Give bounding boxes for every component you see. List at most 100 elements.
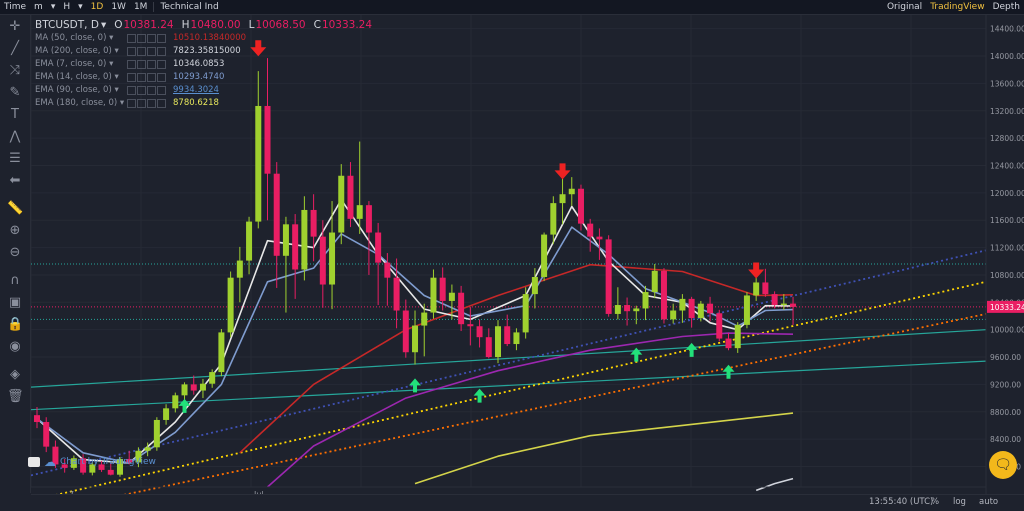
view-tradingview[interactable]: TradingView: [930, 2, 985, 12]
trash-icon[interactable]: 🗑: [7, 389, 24, 404]
more-icon[interactable]: [157, 99, 166, 108]
brush-icon[interactable]: ✎: [9, 85, 21, 100]
indicator-name: EMA (7, close, 0) ▾: [35, 59, 114, 69]
remove-icon[interactable]: [147, 86, 156, 95]
candle-body: [679, 298, 686, 311]
time-interval-label[interactable]: Time: [4, 2, 27, 12]
candle: [707, 296, 714, 322]
lock-drawings-icon[interactable]: ▣: [8, 295, 22, 310]
indicator-row[interactable]: MA (50, close, 0) ▾ 10510.13840000: [35, 32, 372, 45]
interval-1w[interactable]: 1W: [111, 2, 126, 12]
candle: [144, 442, 151, 457]
visibility-toggle-icon[interactable]: [127, 47, 136, 56]
remove-icon[interactable]: [147, 60, 156, 69]
fib-tool-icon[interactable]: ⤨: [9, 63, 21, 78]
remove-icon[interactable]: [147, 47, 156, 56]
candle-body: [347, 175, 354, 219]
chat-button[interactable]: 🗨: [989, 451, 1017, 479]
auto-toggle[interactable]: auto: [979, 497, 999, 507]
trendline-icon[interactable]: ╱: [11, 41, 19, 56]
interval-hours-dropdown-icon[interactable]: ▾: [78, 2, 83, 12]
candle: [236, 246, 243, 303]
drawing-toolbar: ✛ ╱ ⤨ ✎ T ⋀ ☰ ⬅ 📏 ⊕ ⊖ ∩ ▣ 🔒 ◉ ◈ 🗑: [0, 15, 31, 493]
indicator-row[interactable]: EMA (180, close, 0) ▾ 8780.6218: [35, 97, 372, 110]
indicator-row[interactable]: EMA (14, close, 0) ▾ 10293.4740: [35, 71, 372, 84]
settings-icon[interactable]: [137, 99, 146, 108]
top-toolbar: Time m ▾ H ▾ 1D 1W 1M Technical Ind Orig…: [0, 0, 1024, 15]
candle: [651, 263, 658, 299]
price-axis-bg: [986, 15, 1024, 508]
candle: [790, 296, 797, 325]
visibility-toggle-icon[interactable]: [127, 60, 136, 69]
candle-body: [688, 298, 695, 319]
indicator-row[interactable]: EMA (90, close, 0) ▾ 9934.3024: [35, 84, 372, 97]
symbol-label[interactable]: BTCUSDT, D: [35, 19, 99, 31]
ruler-icon[interactable]: 📏: [7, 201, 24, 216]
visibility-toggle-icon[interactable]: [127, 73, 136, 82]
visibility-toggle-icon[interactable]: [127, 86, 136, 95]
more-icon[interactable]: [157, 34, 166, 43]
view-original[interactable]: Original: [886, 2, 923, 12]
prediction-tool-icon[interactable]: ☰: [9, 151, 21, 166]
more-icon[interactable]: [157, 60, 166, 69]
settings-icon[interactable]: [137, 86, 146, 95]
indicator-row[interactable]: MA (200, close, 0) ▾ 7823.35815000: [35, 45, 372, 58]
tradingview-watermark[interactable]: ☁ Chart by TradingView: [28, 455, 156, 469]
candle-body: [412, 325, 419, 353]
crosshair-icon[interactable]: ✛: [9, 19, 21, 34]
bottom-bar: 13:55:40 (UTC) % log auto: [31, 494, 1024, 509]
candle-body: [246, 221, 253, 261]
settings-icon[interactable]: [137, 47, 146, 56]
visibility-toggle-icon[interactable]: [127, 34, 136, 43]
candle-body: [550, 203, 557, 235]
candle: [734, 322, 741, 353]
candle-body: [365, 205, 372, 233]
indicator-controls: [127, 86, 173, 95]
interval-hours[interactable]: H: [63, 2, 71, 12]
symbol-dropdown-icon[interactable]: ▾: [100, 19, 107, 31]
chart-area[interactable]: 14400.00 14000.00 13600.00 13200.00 12800.00…: [30, 15, 1024, 511]
indicator-controls: [127, 47, 173, 56]
settings-icon[interactable]: [137, 73, 146, 82]
zoom-out-icon[interactable]: ⊖: [9, 245, 21, 260]
candle-body: [80, 458, 87, 473]
interval-minutes[interactable]: m: [34, 2, 43, 12]
indicator-row[interactable]: EMA (7, close, 0) ▾ 10346.0853: [35, 58, 372, 71]
percent-toggle[interactable]: %: [931, 497, 940, 507]
settings-icon[interactable]: [137, 60, 146, 69]
more-icon[interactable]: [157, 73, 166, 82]
remove-icon[interactable]: [147, 99, 156, 108]
ma-line: [414, 412, 794, 485]
interval-minutes-dropdown-icon[interactable]: ▾: [50, 2, 56, 12]
remove-icon[interactable]: [147, 73, 156, 82]
interval-1m[interactable]: 1M: [133, 2, 148, 12]
eye-icon[interactable]: ◉: [9, 339, 21, 354]
zoom-in-icon[interactable]: ⊕: [9, 223, 21, 238]
magnet-icon[interactable]: ∩: [10, 273, 20, 288]
technical-indicators-button[interactable]: Technical Ind: [160, 2, 219, 12]
candle: [319, 220, 326, 308]
log-toggle[interactable]: log: [953, 497, 966, 507]
lock-icon[interactable]: 🔒: [7, 317, 24, 332]
candle-body: [153, 419, 160, 448]
candle: [172, 392, 179, 413]
watermark-badge: [28, 457, 40, 467]
text-tool-icon[interactable]: T: [11, 107, 19, 122]
candle: [190, 375, 197, 395]
pattern-tool-icon[interactable]: ⋀: [9, 129, 21, 144]
settings-icon[interactable]: [137, 34, 146, 43]
candle-body: [356, 205, 363, 219]
interval-1d[interactable]: 1D: [90, 2, 104, 12]
back-arrow-icon[interactable]: ⬅: [9, 173, 21, 188]
more-icon[interactable]: [157, 86, 166, 95]
visibility-toggle-icon[interactable]: [127, 99, 136, 108]
more-icon[interactable]: [157, 47, 166, 56]
candle: [670, 303, 677, 324]
candle-body: [236, 260, 243, 278]
view-depth[interactable]: Depth: [992, 2, 1020, 12]
up-arrow-icon: [409, 378, 422, 393]
candle-body: [144, 447, 151, 451]
layers-icon[interactable]: ◈: [10, 367, 20, 382]
price-chart[interactable]: 14400.00 14000.00 13600.00 13200.00 12800.00…: [30, 15, 1024, 511]
remove-icon[interactable]: [147, 34, 156, 43]
